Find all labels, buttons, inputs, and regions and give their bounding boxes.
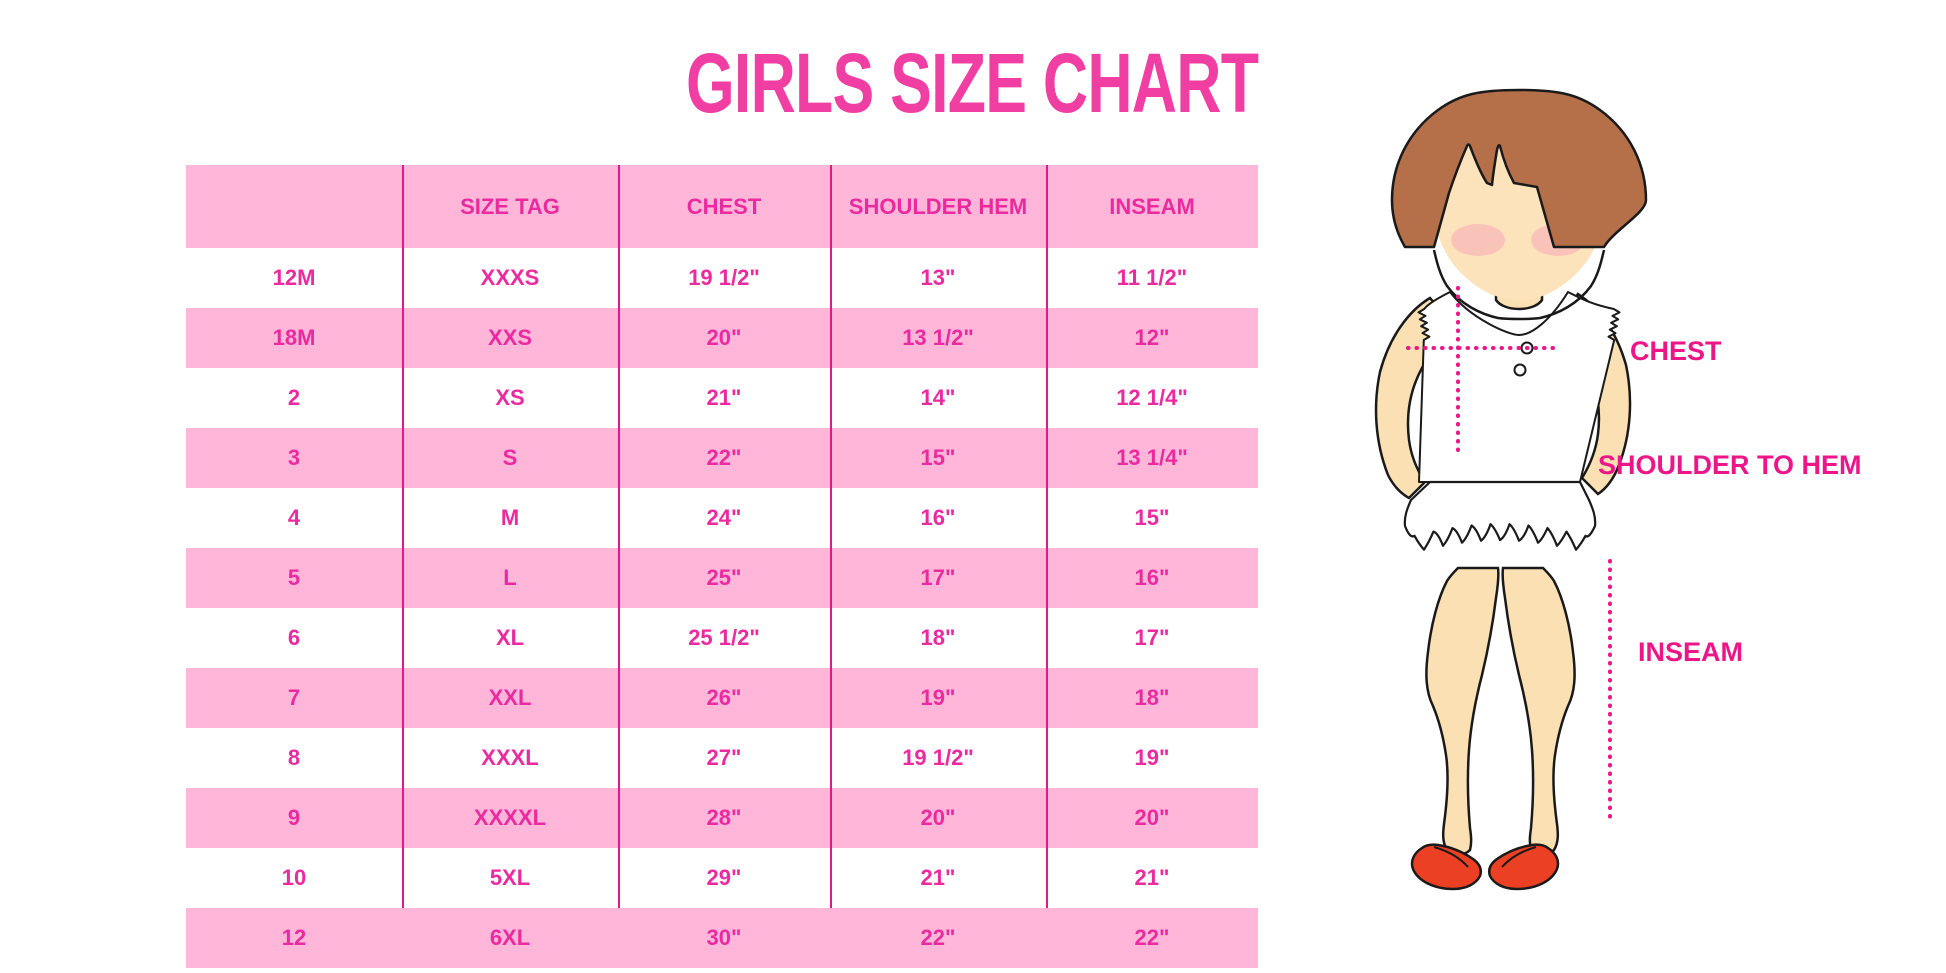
svg-text:CHEST: CHEST xyxy=(1630,336,1722,366)
svg-text:INSEAM: INSEAM xyxy=(1638,637,1743,667)
svg-text:SHOULDER TO HEM: SHOULDER TO HEM xyxy=(1598,450,1862,480)
